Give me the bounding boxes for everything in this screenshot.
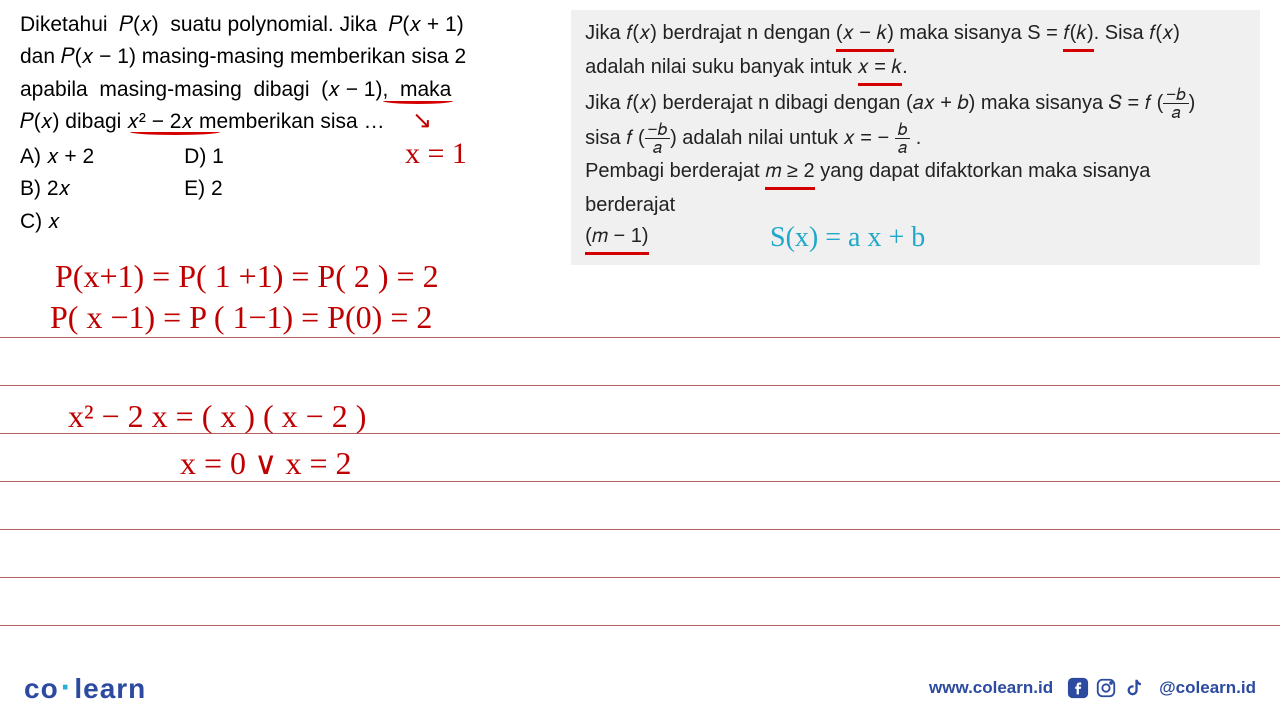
problem-line-2: dan 𝑃(𝑥 − 1) masing-masing memberikan si…	[20, 42, 561, 72]
problem-statement: Diketahui 𝑃(𝑥) suatu polynomial. Jika 𝑃(…	[20, 10, 561, 237]
social-icons	[1067, 677, 1145, 699]
problem-line-3: apabila masing-masing dibagi (𝑥 − 1), ma…	[20, 75, 561, 105]
footer-right: www.colearn.id @colearn.id	[929, 677, 1256, 699]
social-handle: @colearn.id	[1159, 678, 1256, 698]
handwriting-line-1: P(x+1) = P( 1 +1) = P( 2 ) = 2	[55, 258, 439, 295]
annotation-underline-2	[130, 129, 220, 135]
footer: co·learn www.colearn.id @colearn.id	[0, 669, 1280, 706]
problem-line-4: 𝑃(𝑥) dibagi 𝑥² − 2𝑥 memberikan sisa …	[20, 107, 561, 137]
instagram-icon	[1095, 677, 1117, 699]
option-d: D) 1	[184, 142, 224, 172]
handwriting-line-4: x = 0 ∨ x = 2	[180, 444, 352, 482]
annotation-x-eq-1: x = 1	[405, 132, 467, 176]
theory-line-3: Jika 𝑓(𝑥) berderajat n dibagi dengan (𝑎𝑥…	[585, 86, 1246, 121]
tiktok-icon	[1123, 677, 1145, 699]
theory-line-2: adalah nilai suku banyak intuk 𝑥 = 𝑘.	[585, 52, 1246, 86]
option-c: C) 𝑥	[20, 207, 94, 237]
option-a: A) 𝑥 + 2	[20, 142, 94, 172]
theory-line-4: sisa 𝑓 (−𝑏𝑎) adalah nilai untuk 𝑥 = − 𝑏𝑎…	[585, 121, 1246, 156]
option-b: B) 2𝑥	[20, 174, 94, 204]
logo-dot-icon: ·	[59, 669, 75, 705]
annotation-sx: S(x) = a x + b	[770, 222, 925, 254]
option-e: E) 2	[184, 174, 224, 204]
brand-logo: co·learn	[24, 669, 146, 706]
handwriting-line-2: P( x −1) = P ( 1−1) = P(0) = 2	[50, 299, 432, 336]
logo-learn: learn	[74, 673, 146, 704]
site-url: www.colearn.id	[929, 678, 1053, 698]
theory-line-1: Jika 𝑓(𝑥) berdrajat n dengan (𝑥 − 𝑘) mak…	[585, 18, 1246, 52]
facebook-icon	[1067, 677, 1089, 699]
handwriting-line-3: x² − 2 x = ( x ) ( x − 2 )	[68, 398, 366, 435]
theory-line-5: Pembagi berderajat 𝑚 ≥ 2 yang dapat difa…	[585, 156, 1246, 221]
logo-co: co	[24, 673, 59, 704]
options-row: A) 𝑥 + 2 B) 2𝑥 C) 𝑥 D) 1 E) 2	[20, 142, 561, 237]
problem-line-1: Diketahui 𝑃(𝑥) suatu polynomial. Jika 𝑃(…	[20, 10, 561, 40]
